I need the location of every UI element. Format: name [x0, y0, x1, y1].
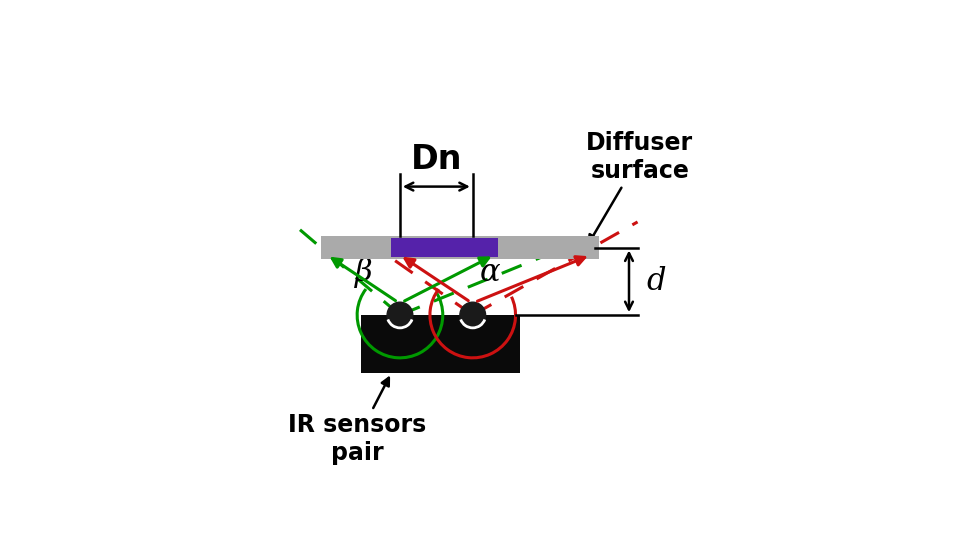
Circle shape: [460, 302, 486, 328]
Circle shape: [387, 302, 413, 328]
Text: Dn: Dn: [411, 143, 462, 176]
Bar: [321, 236, 599, 259]
Bar: [361, 315, 519, 373]
Text: Diffuser
surface: Diffuser surface: [587, 131, 693, 243]
Bar: [392, 239, 498, 257]
Text: d: d: [646, 266, 665, 297]
Text: IR sensors
pair: IR sensors pair: [288, 378, 426, 465]
Text: β: β: [355, 257, 372, 287]
Text: α: α: [480, 257, 500, 287]
